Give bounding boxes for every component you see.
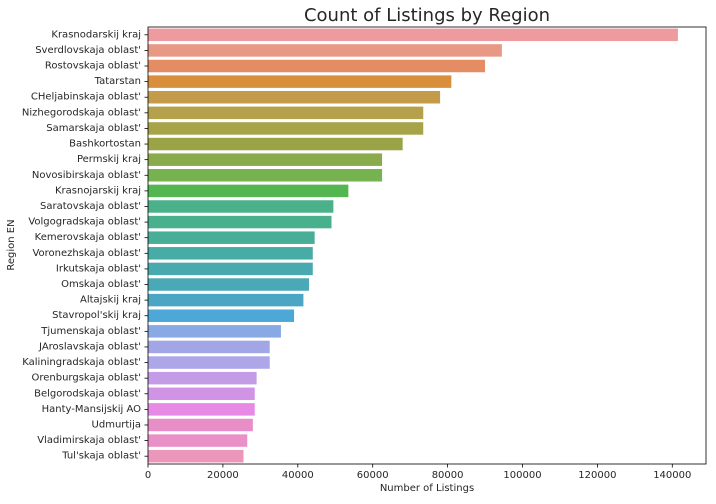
x-axis-label: Number of Listings [380, 483, 474, 494]
y-tick-label: CHeljabinskaja oblast' [31, 92, 141, 103]
y-tick-label: Udmurtija [92, 419, 141, 430]
x-tick-label: 0 [145, 470, 151, 481]
bar [148, 28, 678, 42]
y-tick-label: Rostovskaja oblast' [45, 61, 141, 72]
y-tick-label: Novosibirskaja oblast' [32, 170, 141, 181]
y-tick-label: Tjumenskaja oblast' [40, 326, 141, 337]
bar [148, 449, 244, 463]
bar [148, 59, 486, 73]
y-tick-label: Omskaja oblast' [61, 279, 141, 290]
bar [148, 340, 270, 354]
bar [148, 200, 334, 213]
bar [148, 231, 315, 244]
bar [148, 278, 310, 291]
y-tick-label: Irkutskaja oblast' [56, 263, 141, 274]
x-tick-label: 120000 [578, 470, 616, 481]
bar [148, 44, 502, 57]
y-tick-label: Hanty-Mansijskij AO [42, 404, 142, 415]
bar [148, 434, 248, 447]
bar [148, 262, 313, 276]
x-tick-label: 20000 [207, 470, 239, 481]
y-tick-label: Stavropol'skij kraj [52, 310, 141, 321]
y-tick-label: Kemerovskaja oblast' [35, 232, 141, 243]
bar [148, 418, 253, 432]
bar [148, 122, 424, 135]
y-tick-label: Belgorodskaja oblast' [34, 388, 141, 399]
bar [148, 247, 313, 260]
bar [148, 153, 383, 166]
y-tick-label: Tatarstan [94, 76, 141, 87]
y-tick-label: Sverdlovskaja oblast' [35, 45, 141, 56]
x-tick-label: 40000 [282, 470, 314, 481]
bar [148, 356, 270, 369]
y-tick-label: JAroslavskaja oblast' [38, 341, 141, 352]
x-tick-label: 100000 [503, 470, 541, 481]
y-tick-label: Bashkortostan [69, 139, 141, 150]
x-tick-label: 80000 [432, 470, 464, 481]
y-tick-label: Voronezhskaja oblast' [32, 248, 141, 259]
bar [148, 325, 281, 338]
y-tick-label: Saratovskaja oblast' [40, 201, 141, 212]
y-tick-label: Tul'skaja oblast' [61, 451, 141, 462]
y-tick-label: Samarskaja oblast' [46, 123, 141, 134]
y-tick-label: Altajskij kraj [80, 295, 141, 306]
bar [148, 137, 403, 151]
y-tick-label: Krasnodarskij kraj [51, 29, 141, 40]
bar [148, 403, 255, 416]
bar [148, 106, 424, 120]
bar [148, 184, 349, 198]
x-tick-label: 140000 [653, 470, 691, 481]
bar [148, 371, 257, 385]
y-tick-label: Krasnojarskij kraj [55, 185, 141, 196]
y-tick-label: Volgogradskaja oblast' [28, 217, 141, 228]
chart-title: Count of Listings by Region [304, 5, 550, 26]
y-tick-label: Orenburgskaja oblast' [31, 373, 141, 384]
axes-frame [147, 26, 707, 465]
bar [148, 215, 332, 229]
bar [148, 293, 304, 307]
x-tick-label: 60000 [357, 470, 389, 481]
y-axis-label: Region EN [6, 219, 17, 270]
x-axis-ticks: 0 20000 40000 60000 80000 100000 120000 140000 [145, 464, 691, 481]
bar [148, 387, 255, 401]
bar [148, 75, 452, 88]
y-tick-label: Kaliningradskaja oblast' [22, 357, 141, 368]
bar [148, 169, 383, 182]
y-tick-labels: Krasnodarskij kraj Sverdlovskaja oblast' R… [22, 29, 148, 462]
y-tick-label: Nizhegorodskaja oblast' [22, 107, 141, 118]
bar [148, 309, 295, 322]
bar [148, 90, 441, 104]
y-tick-label: Vladimirskaja oblast' [37, 435, 141, 446]
bars-group [148, 28, 678, 463]
y-tick-label: Permskij kraj [77, 154, 141, 165]
